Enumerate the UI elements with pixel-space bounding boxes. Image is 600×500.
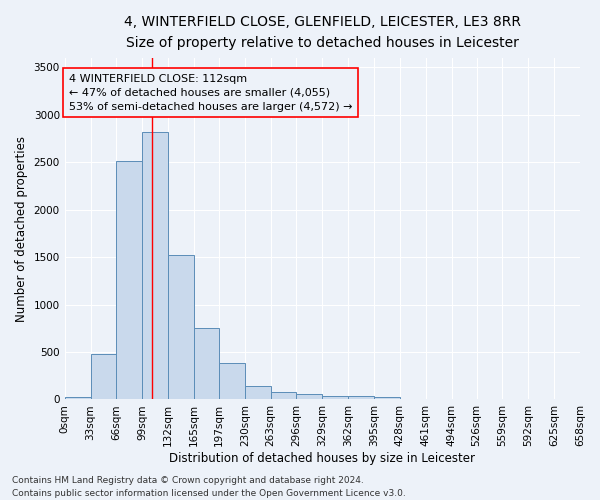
Text: 4 WINTERFIELD CLOSE: 112sqm
← 47% of detached houses are smaller (4,055)
53% of : 4 WINTERFIELD CLOSE: 112sqm ← 47% of det… [68, 74, 352, 112]
Bar [142, 132, 168, 400]
Bar [194, 328, 219, 400]
Bar [245, 386, 271, 400]
Bar [91, 354, 116, 400]
Bar [219, 363, 245, 400]
Bar [374, 396, 400, 400]
Y-axis label: Number of detached properties: Number of detached properties [15, 136, 28, 322]
Bar [296, 394, 322, 400]
Bar [322, 396, 348, 400]
X-axis label: Distribution of detached houses by size in Leicester: Distribution of detached houses by size … [169, 452, 475, 465]
Bar [348, 396, 374, 400]
Bar [271, 392, 296, 400]
Bar [168, 255, 194, 400]
Bar [116, 161, 142, 400]
Title: 4, WINTERFIELD CLOSE, GLENFIELD, LEICESTER, LE3 8RR
Size of property relative to: 4, WINTERFIELD CLOSE, GLENFIELD, LEICEST… [124, 15, 521, 50]
Text: Contains HM Land Registry data © Crown copyright and database right 2024.
Contai: Contains HM Land Registry data © Crown c… [12, 476, 406, 498]
Bar [65, 396, 91, 400]
